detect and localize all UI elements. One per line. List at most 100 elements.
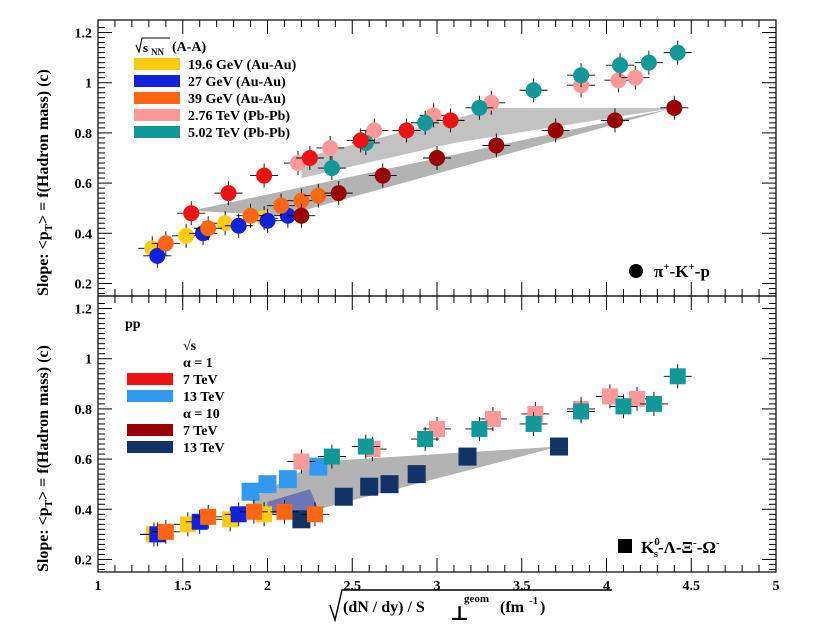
legend-label: 5.02 TeV (Pb-Pb) [188, 126, 290, 141]
data-bar-marker [360, 477, 379, 496]
data-point [149, 247, 166, 264]
svg-text:(dN / dy) / S: (dN / dy) / S [343, 599, 425, 616]
y-tick-label: 1 [85, 353, 92, 368]
data-point [323, 448, 340, 465]
bottom-annotation: K0 s-Λ-Ξ--Ω- [618, 536, 720, 560]
legend-swatch-navy [127, 441, 173, 453]
annotation-circle-marker [629, 264, 643, 278]
x-tick-label: 2 [264, 579, 271, 594]
legend-label: 19.6 GeV (Au-Au) [188, 58, 297, 73]
data-bar-marker [407, 465, 426, 484]
data-point [256, 167, 273, 184]
legend-label: 27 GeV (Au-Au) [188, 75, 286, 90]
x-tick-label: 2.5 [344, 579, 362, 594]
data-point [612, 57, 629, 74]
svg-text:): ) [540, 599, 545, 616]
data-point [606, 112, 623, 129]
data-point [471, 420, 488, 437]
data-point [640, 54, 657, 71]
svg-text:-1: -1 [529, 595, 538, 607]
svg-text:π+-K+-p: π+-K+-p [654, 261, 710, 281]
svg-text:⊥: ⊥ [450, 603, 469, 625]
legend-swatch-red [127, 373, 173, 385]
top-axis-ticks: 0.2 0.4 0.6 0.8 1 1.2 [75, 20, 777, 296]
x-tick-label: 1 [95, 579, 102, 594]
data-point [645, 395, 662, 412]
data-bar-marker [278, 470, 297, 489]
data-point [352, 132, 369, 149]
data-point [157, 523, 174, 540]
data-point [442, 112, 459, 129]
data-point [217, 215, 234, 232]
top-data-points [138, 40, 692, 268]
data-point [525, 415, 542, 432]
legend-swatch [134, 109, 180, 121]
legend-label: 2.76 TeV (Pb-Pb) [188, 109, 290, 124]
legend-label: 39 GeV (Au-Au) [188, 92, 286, 107]
y-tick-label: 1 [85, 77, 92, 92]
data-point [666, 99, 683, 116]
data-point [484, 410, 501, 427]
legend-7tev-b: 7 TeV [183, 424, 218, 439]
bottom-legend: pp √s α = 1 7 TeV 13 TeV α = 10 7 TeV 13… [125, 317, 225, 456]
data-point [601, 388, 618, 405]
legend-7tev-a: 7 TeV [183, 373, 218, 388]
data-point [200, 220, 217, 237]
data-point [273, 197, 290, 214]
data-point [417, 114, 434, 131]
data-point [547, 122, 564, 139]
data-point [669, 44, 686, 61]
data-point [301, 150, 318, 166]
data-point [293, 453, 310, 470]
y-tick-label: 0.2 [75, 277, 93, 292]
data-point [417, 431, 434, 448]
data-point [429, 150, 445, 166]
data-point [330, 185, 347, 202]
svg-text:s: s [143, 40, 148, 55]
top-annotation: π+-K+-p [629, 261, 710, 281]
data-point [230, 217, 247, 234]
annotation-square-marker [618, 539, 632, 553]
y-tick-label: 0.6 [75, 177, 93, 192]
legend-alpha-1: α = 1 [183, 356, 213, 371]
top-legend: s NN (A-A) 19.6 GeV (Au-Au) 27 GeV (Au-Au… [134, 37, 297, 141]
x-tick-label: 1.5 [174, 579, 192, 594]
data-point [615, 398, 632, 415]
data-point [669, 368, 686, 385]
y-tick-label: 0.8 [75, 127, 93, 142]
data-bar-marker [380, 475, 399, 494]
data-point [627, 69, 644, 86]
legend-sqrt-s: √s [183, 339, 197, 354]
data-point [245, 503, 262, 520]
legend-13tev-b: 13 TeV [183, 441, 225, 456]
data-bar-marker [241, 482, 260, 501]
legend-swatch [134, 126, 180, 138]
data-point [200, 508, 217, 525]
y-tick-label: 0.8 [75, 403, 93, 418]
data-point [525, 82, 542, 99]
data-point [310, 187, 327, 204]
legend-swatch-ltblue [127, 390, 173, 402]
data-point [573, 67, 590, 84]
legend-swatch [134, 75, 180, 87]
y-tick-label: 1.2 [75, 303, 93, 318]
legend-alpha-10: α = 10 [183, 407, 220, 422]
data-bar-marker [258, 475, 277, 494]
data-point [220, 185, 237, 202]
legend-swatch [134, 58, 180, 70]
y-tick-label: 0.6 [75, 453, 93, 468]
x-tick-label: 3.5 [513, 579, 531, 594]
bottom-axis-ticks: 0.2 0.4 0.6 0.8 1 1.2 1 1.5 2 2.5 3 3.5 4 4.5 5 [75, 296, 780, 594]
data-point [293, 192, 310, 209]
legend-13tev-a: 13 TeV [183, 390, 225, 405]
x-tick-label: 4.5 [683, 579, 701, 594]
legend-title-aa: (A-A) [172, 40, 207, 55]
svg-text:NN: NN [151, 47, 164, 57]
data-bar-marker [334, 487, 353, 506]
legend-title-pp: pp [125, 317, 141, 332]
x-tick-label: 4 [603, 579, 610, 594]
bottom-y-axis-label: Slope: <pT> = f(Hadron mass) (c) [35, 345, 55, 572]
y-tick-label: 0.4 [75, 227, 93, 242]
data-point [366, 122, 383, 139]
x-tick-label: 3 [434, 579, 441, 594]
